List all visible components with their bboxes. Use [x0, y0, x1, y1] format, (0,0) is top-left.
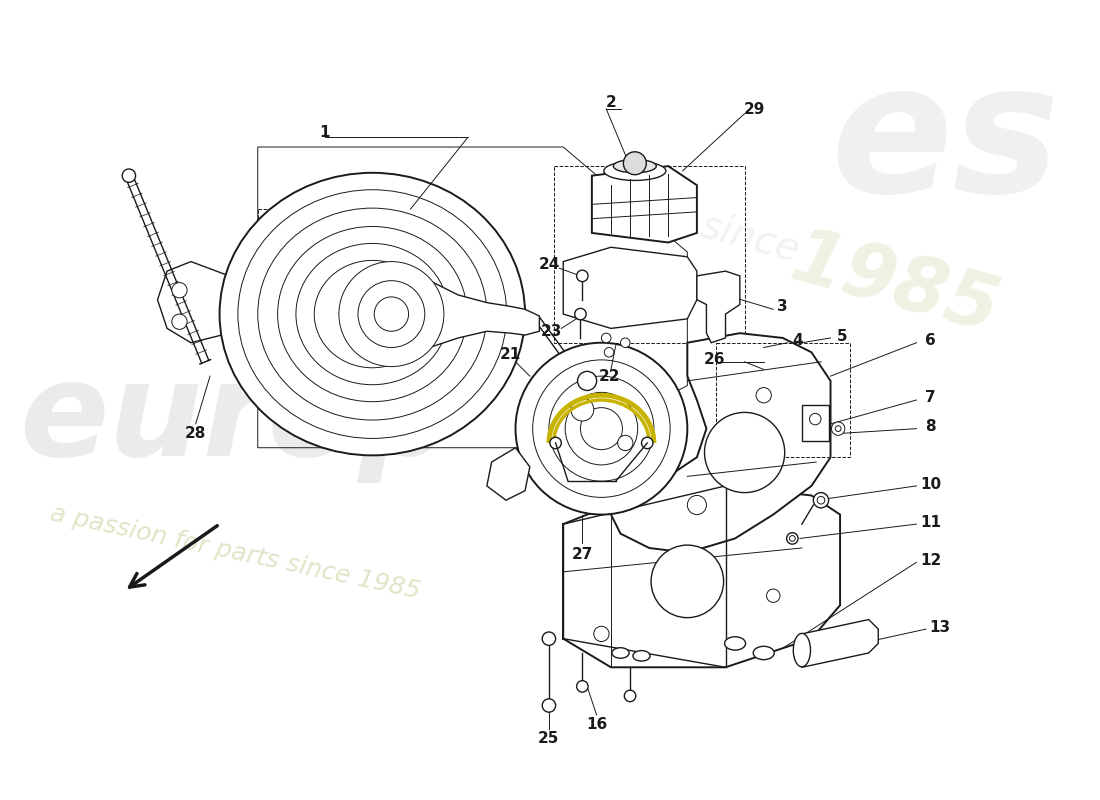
Circle shape [565, 392, 638, 465]
Ellipse shape [614, 159, 657, 173]
Text: 4: 4 [793, 334, 803, 348]
Circle shape [358, 281, 425, 347]
Text: 25: 25 [538, 731, 560, 746]
Ellipse shape [296, 243, 449, 385]
Circle shape [641, 438, 653, 449]
Circle shape [786, 533, 799, 544]
Circle shape [576, 270, 588, 282]
Circle shape [532, 360, 670, 498]
Circle shape [817, 497, 825, 504]
Circle shape [122, 169, 135, 182]
Circle shape [704, 413, 784, 493]
Polygon shape [157, 262, 229, 342]
Text: 21: 21 [500, 346, 521, 362]
Circle shape [374, 297, 408, 331]
Circle shape [172, 282, 187, 298]
Circle shape [172, 314, 187, 330]
Circle shape [542, 699, 556, 712]
Ellipse shape [754, 646, 774, 660]
Circle shape [574, 308, 586, 320]
Text: 29: 29 [744, 102, 764, 118]
Circle shape [549, 376, 653, 481]
Ellipse shape [220, 173, 525, 455]
Polygon shape [563, 486, 840, 667]
Circle shape [571, 398, 594, 421]
Text: 23: 23 [541, 324, 562, 338]
Text: 24: 24 [539, 257, 561, 272]
Circle shape [790, 535, 795, 542]
Text: 10: 10 [921, 477, 942, 491]
Circle shape [651, 545, 724, 618]
Circle shape [339, 262, 444, 366]
Polygon shape [430, 281, 539, 347]
Text: 26: 26 [703, 353, 725, 367]
Ellipse shape [604, 162, 666, 181]
Bar [553, 166, 745, 342]
Bar [716, 342, 849, 458]
Circle shape [835, 426, 842, 431]
Polygon shape [802, 619, 878, 667]
Polygon shape [487, 448, 530, 500]
Circle shape [578, 371, 596, 390]
Ellipse shape [793, 634, 811, 667]
Text: 1: 1 [319, 126, 330, 140]
Bar [802, 405, 828, 441]
Text: a passion for parts since 1985: a passion for parts since 1985 [47, 502, 422, 604]
Circle shape [602, 333, 610, 342]
Circle shape [810, 414, 821, 425]
Text: europ: europ [19, 355, 453, 482]
Circle shape [581, 408, 623, 450]
Ellipse shape [632, 650, 650, 661]
Ellipse shape [238, 190, 507, 438]
Text: 2: 2 [606, 94, 616, 110]
Circle shape [594, 626, 609, 642]
Polygon shape [610, 333, 830, 553]
Circle shape [624, 152, 647, 174]
Text: 22: 22 [598, 369, 619, 384]
Circle shape [516, 342, 688, 514]
Text: 6: 6 [925, 334, 936, 348]
Text: 27: 27 [572, 547, 593, 562]
Text: 16: 16 [586, 717, 607, 732]
Text: 5: 5 [837, 329, 847, 343]
Polygon shape [697, 271, 740, 342]
Text: es: es [830, 54, 1060, 230]
Text: 8: 8 [925, 419, 936, 434]
Ellipse shape [612, 648, 629, 658]
Ellipse shape [315, 260, 430, 368]
Text: 1985: 1985 [783, 222, 1008, 349]
Circle shape [620, 338, 630, 347]
Circle shape [550, 438, 561, 449]
Ellipse shape [277, 226, 468, 402]
Circle shape [813, 493, 828, 508]
Ellipse shape [725, 637, 746, 650]
Text: since: since [697, 206, 804, 269]
Bar [257, 209, 453, 400]
Circle shape [576, 681, 588, 692]
Circle shape [542, 632, 556, 646]
Circle shape [604, 347, 614, 357]
Circle shape [617, 435, 632, 450]
Circle shape [688, 495, 706, 514]
Text: 11: 11 [921, 514, 942, 530]
Circle shape [832, 422, 845, 435]
Text: 28: 28 [185, 426, 207, 441]
Circle shape [756, 387, 771, 403]
Circle shape [625, 690, 636, 702]
Circle shape [767, 589, 780, 602]
Text: 12: 12 [920, 553, 942, 568]
Ellipse shape [257, 208, 487, 420]
Text: 7: 7 [925, 390, 936, 405]
Text: 13: 13 [930, 620, 950, 634]
Polygon shape [592, 166, 697, 242]
Text: 3: 3 [778, 299, 788, 314]
Polygon shape [563, 247, 697, 329]
